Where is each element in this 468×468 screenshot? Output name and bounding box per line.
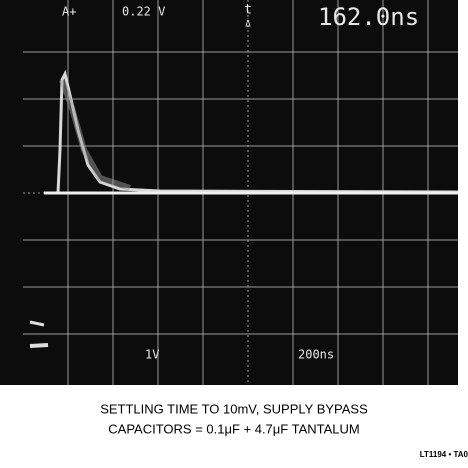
vertical-scale: 1V bbox=[145, 348, 159, 362]
horizontal-scale: 200ns bbox=[298, 348, 334, 362]
caption-line: SETTLING TIME TO 10mV, SUPPLY BYPASS bbox=[100, 401, 368, 416]
trace-glow bbox=[59, 78, 131, 191]
caption-line: CAPACITORS = 0.1μF + 4.7μF TANTALUM bbox=[108, 421, 359, 436]
ground-marker bbox=[29, 343, 49, 348]
figure-id: LT1194 • TA0 bbox=[420, 450, 468, 459]
ground-marker bbox=[29, 320, 45, 327]
delta-symbol: t bbox=[244, 3, 252, 18]
delta-mark: Δ bbox=[245, 20, 251, 30]
cursor-voltage: 0.22 V bbox=[122, 5, 165, 19]
channel-label: A+ bbox=[62, 5, 76, 19]
delta-time: 162.0ns bbox=[318, 3, 419, 31]
